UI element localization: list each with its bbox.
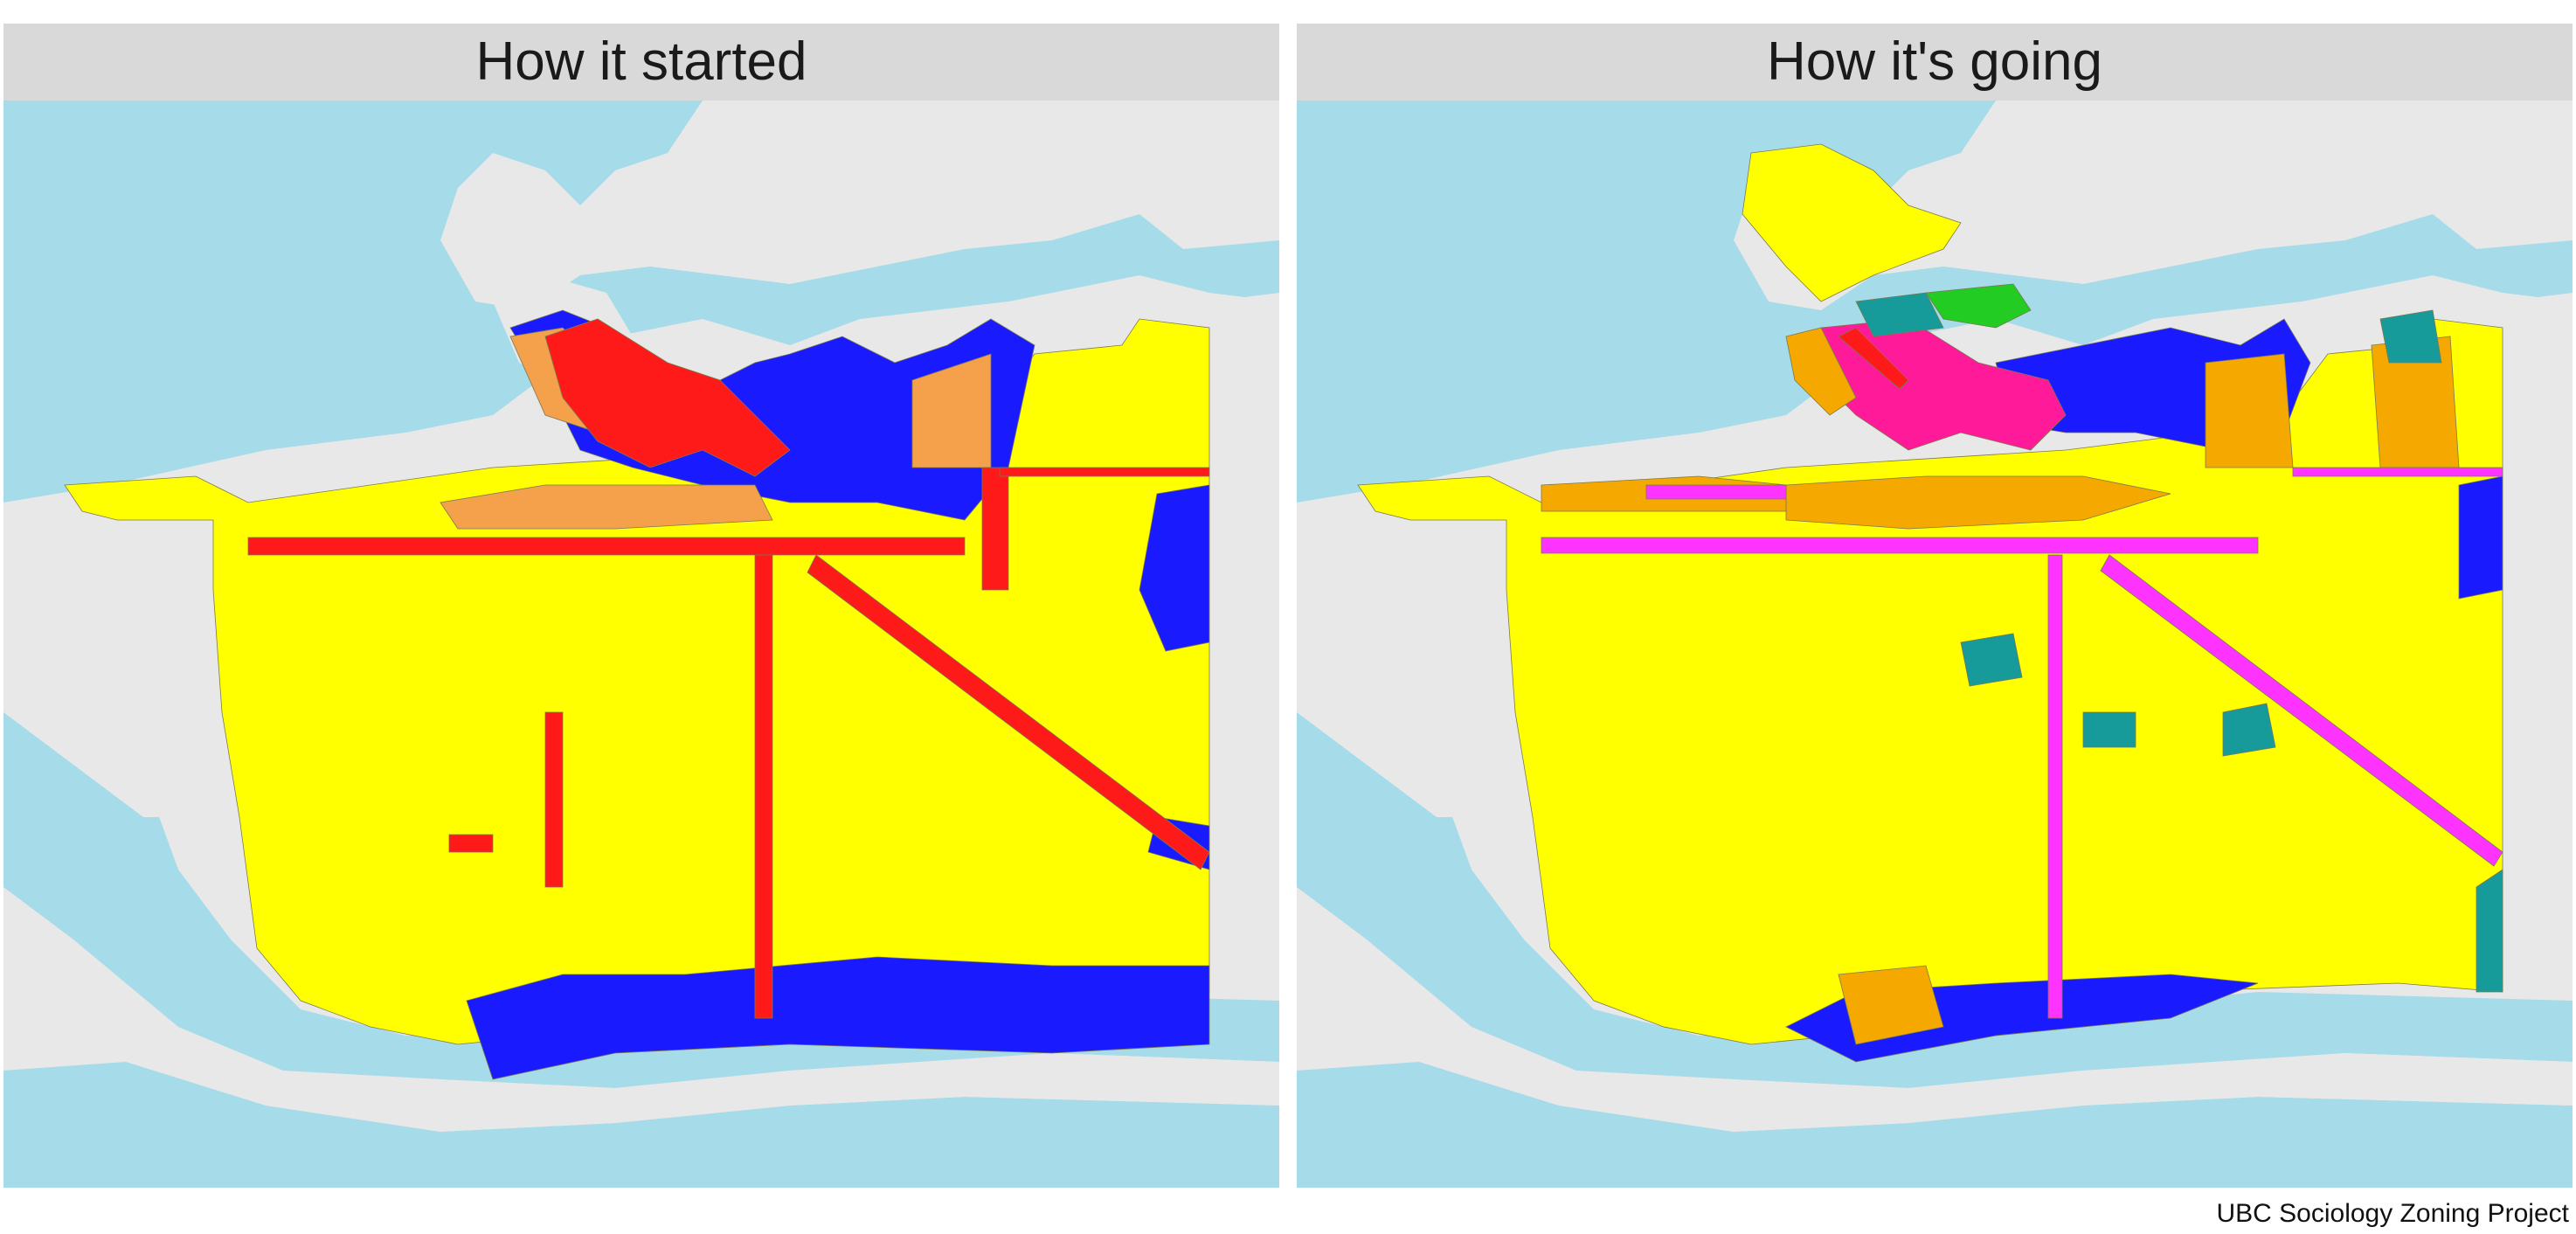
zoning-layer xyxy=(64,309,1210,1080)
panel-title: How it started xyxy=(475,31,807,92)
zone-area xyxy=(448,834,494,853)
water-area xyxy=(1297,712,2573,1088)
zone-area xyxy=(440,484,773,530)
zone-area xyxy=(544,318,791,477)
zoning-map-before xyxy=(3,101,1279,1188)
zoning-layer xyxy=(1357,143,2503,1063)
zone-area xyxy=(247,537,966,556)
water-area xyxy=(3,1062,1279,1188)
map-panel-before: How it started xyxy=(3,24,1279,1188)
zone-area xyxy=(1742,143,1962,302)
land-area xyxy=(2503,293,2573,974)
land-area xyxy=(266,1053,1279,1132)
zone-area xyxy=(754,554,773,1019)
panel-strip: How it's going xyxy=(1297,24,2573,101)
zone-area xyxy=(466,956,1210,1080)
zone-area xyxy=(1960,633,2023,687)
zone-area xyxy=(1785,327,1857,416)
zone-area xyxy=(981,467,1009,591)
zone-area xyxy=(999,467,1210,477)
water-area xyxy=(1297,1062,2573,1188)
zone-area xyxy=(2379,309,2442,364)
zone-area xyxy=(1855,292,1944,337)
zone-area xyxy=(2205,353,2294,468)
zone-area xyxy=(1838,965,1944,1045)
zone-area xyxy=(1139,484,1210,652)
zone-area xyxy=(1541,537,2259,554)
land-area xyxy=(440,101,1279,310)
land-area xyxy=(3,503,248,817)
land-area xyxy=(1734,101,2573,310)
land-area xyxy=(1559,1053,2573,1132)
panel-title: How it's going xyxy=(1766,31,2103,92)
land-area xyxy=(1209,293,1279,974)
zone-area xyxy=(1925,283,2032,329)
source-caption: UBC Sociology Zoning Project xyxy=(2216,1199,2569,1228)
panel-strip: How it started xyxy=(3,24,1279,101)
zone-area xyxy=(2476,869,2503,993)
land-layer xyxy=(3,101,1279,1132)
zone-area xyxy=(2458,475,2503,600)
zone-area xyxy=(1838,327,1909,390)
zone-area xyxy=(2082,711,2136,748)
zone-area xyxy=(2222,703,2276,757)
zoning-map-after xyxy=(1297,101,2573,1188)
zone-area xyxy=(1785,475,2171,530)
zone-area xyxy=(807,554,1210,870)
zone-area xyxy=(544,711,564,888)
zone-area xyxy=(2292,467,2503,477)
land-layer xyxy=(1297,101,2573,1132)
zone-area xyxy=(2100,554,2503,867)
map-panel-after: How it's going xyxy=(1297,24,2573,1188)
zone-area xyxy=(2047,554,2063,1019)
land-area xyxy=(1297,503,1541,817)
zone-area xyxy=(1645,484,1787,500)
